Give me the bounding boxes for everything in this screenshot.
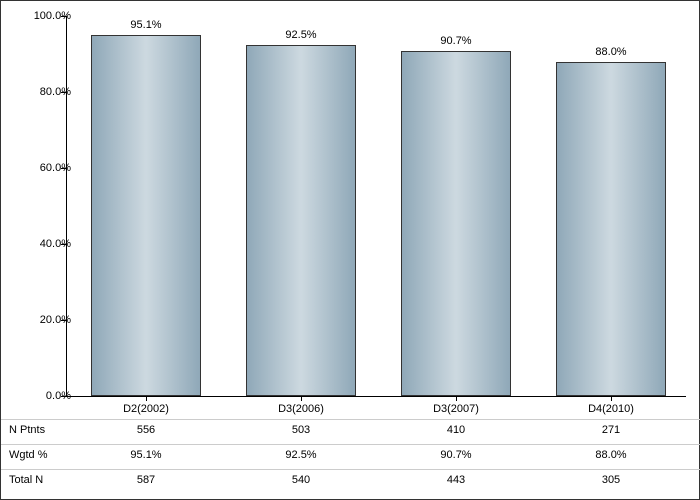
x-axis-line: [66, 396, 686, 397]
bar: [91, 35, 201, 396]
bar-value-label: 92.5%: [285, 29, 316, 41]
x-axis-category-label: D3(2007): [433, 403, 479, 415]
x-axis-category-label: D2(2002): [123, 403, 169, 415]
table-row-label: Wgtd %: [9, 449, 48, 461]
plot-area: 95.1% 92.5% 90.7% 88.0%: [66, 16, 686, 396]
table-cell: 503: [292, 424, 310, 436]
table-row-separator: [1, 419, 700, 420]
bar: [401, 51, 511, 396]
table-cell: 271: [602, 424, 620, 436]
x-axis-tick: [146, 396, 147, 401]
table-cell: 95.1%: [130, 449, 161, 461]
table-row-separator: [1, 444, 700, 445]
x-axis-tick: [456, 396, 457, 401]
table-cell: 443: [447, 474, 465, 486]
table-cell: 305: [602, 474, 620, 486]
table-cell: 92.5%: [285, 449, 316, 461]
table-cell: 90.7%: [440, 449, 471, 461]
y-axis-tick: [61, 396, 66, 397]
table-cell: 540: [292, 474, 310, 486]
bar-value-label: 88.0%: [595, 46, 626, 58]
x-axis-category-label: D4(2010): [588, 403, 634, 415]
table-cell: 587: [137, 474, 155, 486]
table-cell: 410: [447, 424, 465, 436]
table-row-label: N Ptnts: [9, 424, 45, 436]
bar: [556, 62, 666, 396]
table-row-label: Total N: [9, 474, 43, 486]
bar-value-label: 95.1%: [130, 19, 161, 31]
x-axis-tick: [301, 396, 302, 401]
x-axis-category-label: D3(2006): [278, 403, 324, 415]
bar: [246, 45, 356, 397]
table-cell: 88.0%: [595, 449, 626, 461]
chart-container: 0.0%20.0%40.0%60.0%80.0%100.0% 95.1%92.5…: [0, 0, 700, 500]
table-cell: 556: [137, 424, 155, 436]
x-axis-tick: [611, 396, 612, 401]
table-row-separator: [1, 469, 700, 470]
bar-value-label: 90.7%: [440, 35, 471, 47]
